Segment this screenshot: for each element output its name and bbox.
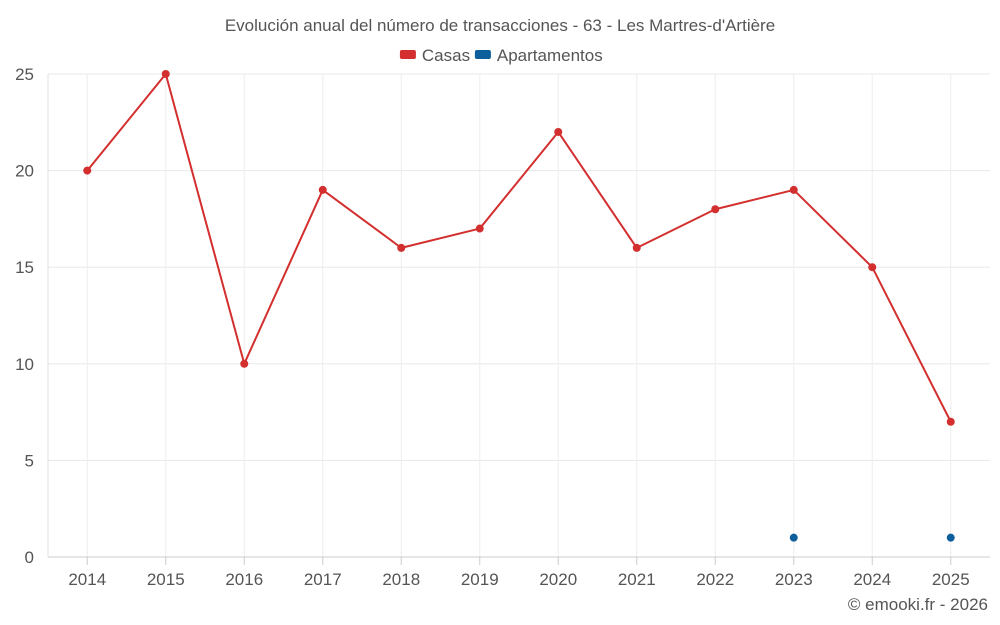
x-tick-label: 2019 <box>461 570 499 589</box>
chart-title: Evolución anual del número de transaccio… <box>225 16 775 35</box>
y-tick-label: 15 <box>15 258 34 277</box>
y-tick-label: 10 <box>15 355 34 374</box>
x-tick-label: 2017 <box>304 570 342 589</box>
data-point-casas <box>83 166 92 175</box>
credit-text: © emooki.fr - 2026 <box>848 595 988 614</box>
grid <box>48 73 990 557</box>
legend-swatch-casas <box>399 50 416 59</box>
x-tick-label: 2025 <box>932 570 970 589</box>
x-tick-label: 2015 <box>147 570 185 589</box>
x-tick-label: 2016 <box>225 570 263 589</box>
x-tick-label: 2023 <box>775 570 813 589</box>
series-layer <box>83 70 955 542</box>
legend-swatch-apartamentos <box>474 50 491 59</box>
y-tick-label: 25 <box>15 65 34 84</box>
data-point-casas <box>711 205 720 214</box>
x-tick-label: 2018 <box>382 570 420 589</box>
series-line-casas <box>86 73 952 423</box>
x-tick-label: 2021 <box>618 570 656 589</box>
y-tick-label: 20 <box>15 162 34 181</box>
data-point-casas <box>868 263 877 272</box>
y-tick-label: 5 <box>25 451 34 470</box>
x-tick-label: 2024 <box>853 570 891 589</box>
y-tick-label: 0 <box>25 548 34 567</box>
data-point-casas <box>161 70 170 78</box>
data-point-casas <box>397 243 406 252</box>
data-point-apartamentos <box>789 533 798 542</box>
data-point-casas <box>946 417 955 426</box>
legend: Casas Apartamentos <box>399 46 603 65</box>
x-tick-label: 2014 <box>68 570 106 589</box>
legend-label-casas: Casas <box>422 46 470 65</box>
data-point-casas <box>475 224 484 233</box>
data-point-casas <box>240 359 249 368</box>
x-tick-label: 2022 <box>696 570 734 589</box>
data-point-casas <box>318 185 327 194</box>
data-point-casas <box>632 243 641 252</box>
data-point-casas <box>554 127 563 136</box>
x-tick-label: 2020 <box>539 570 577 589</box>
data-point-apartamentos <box>946 533 955 542</box>
legend-label-apartamentos: Apartamentos <box>497 46 603 65</box>
data-point-casas <box>789 185 798 194</box>
